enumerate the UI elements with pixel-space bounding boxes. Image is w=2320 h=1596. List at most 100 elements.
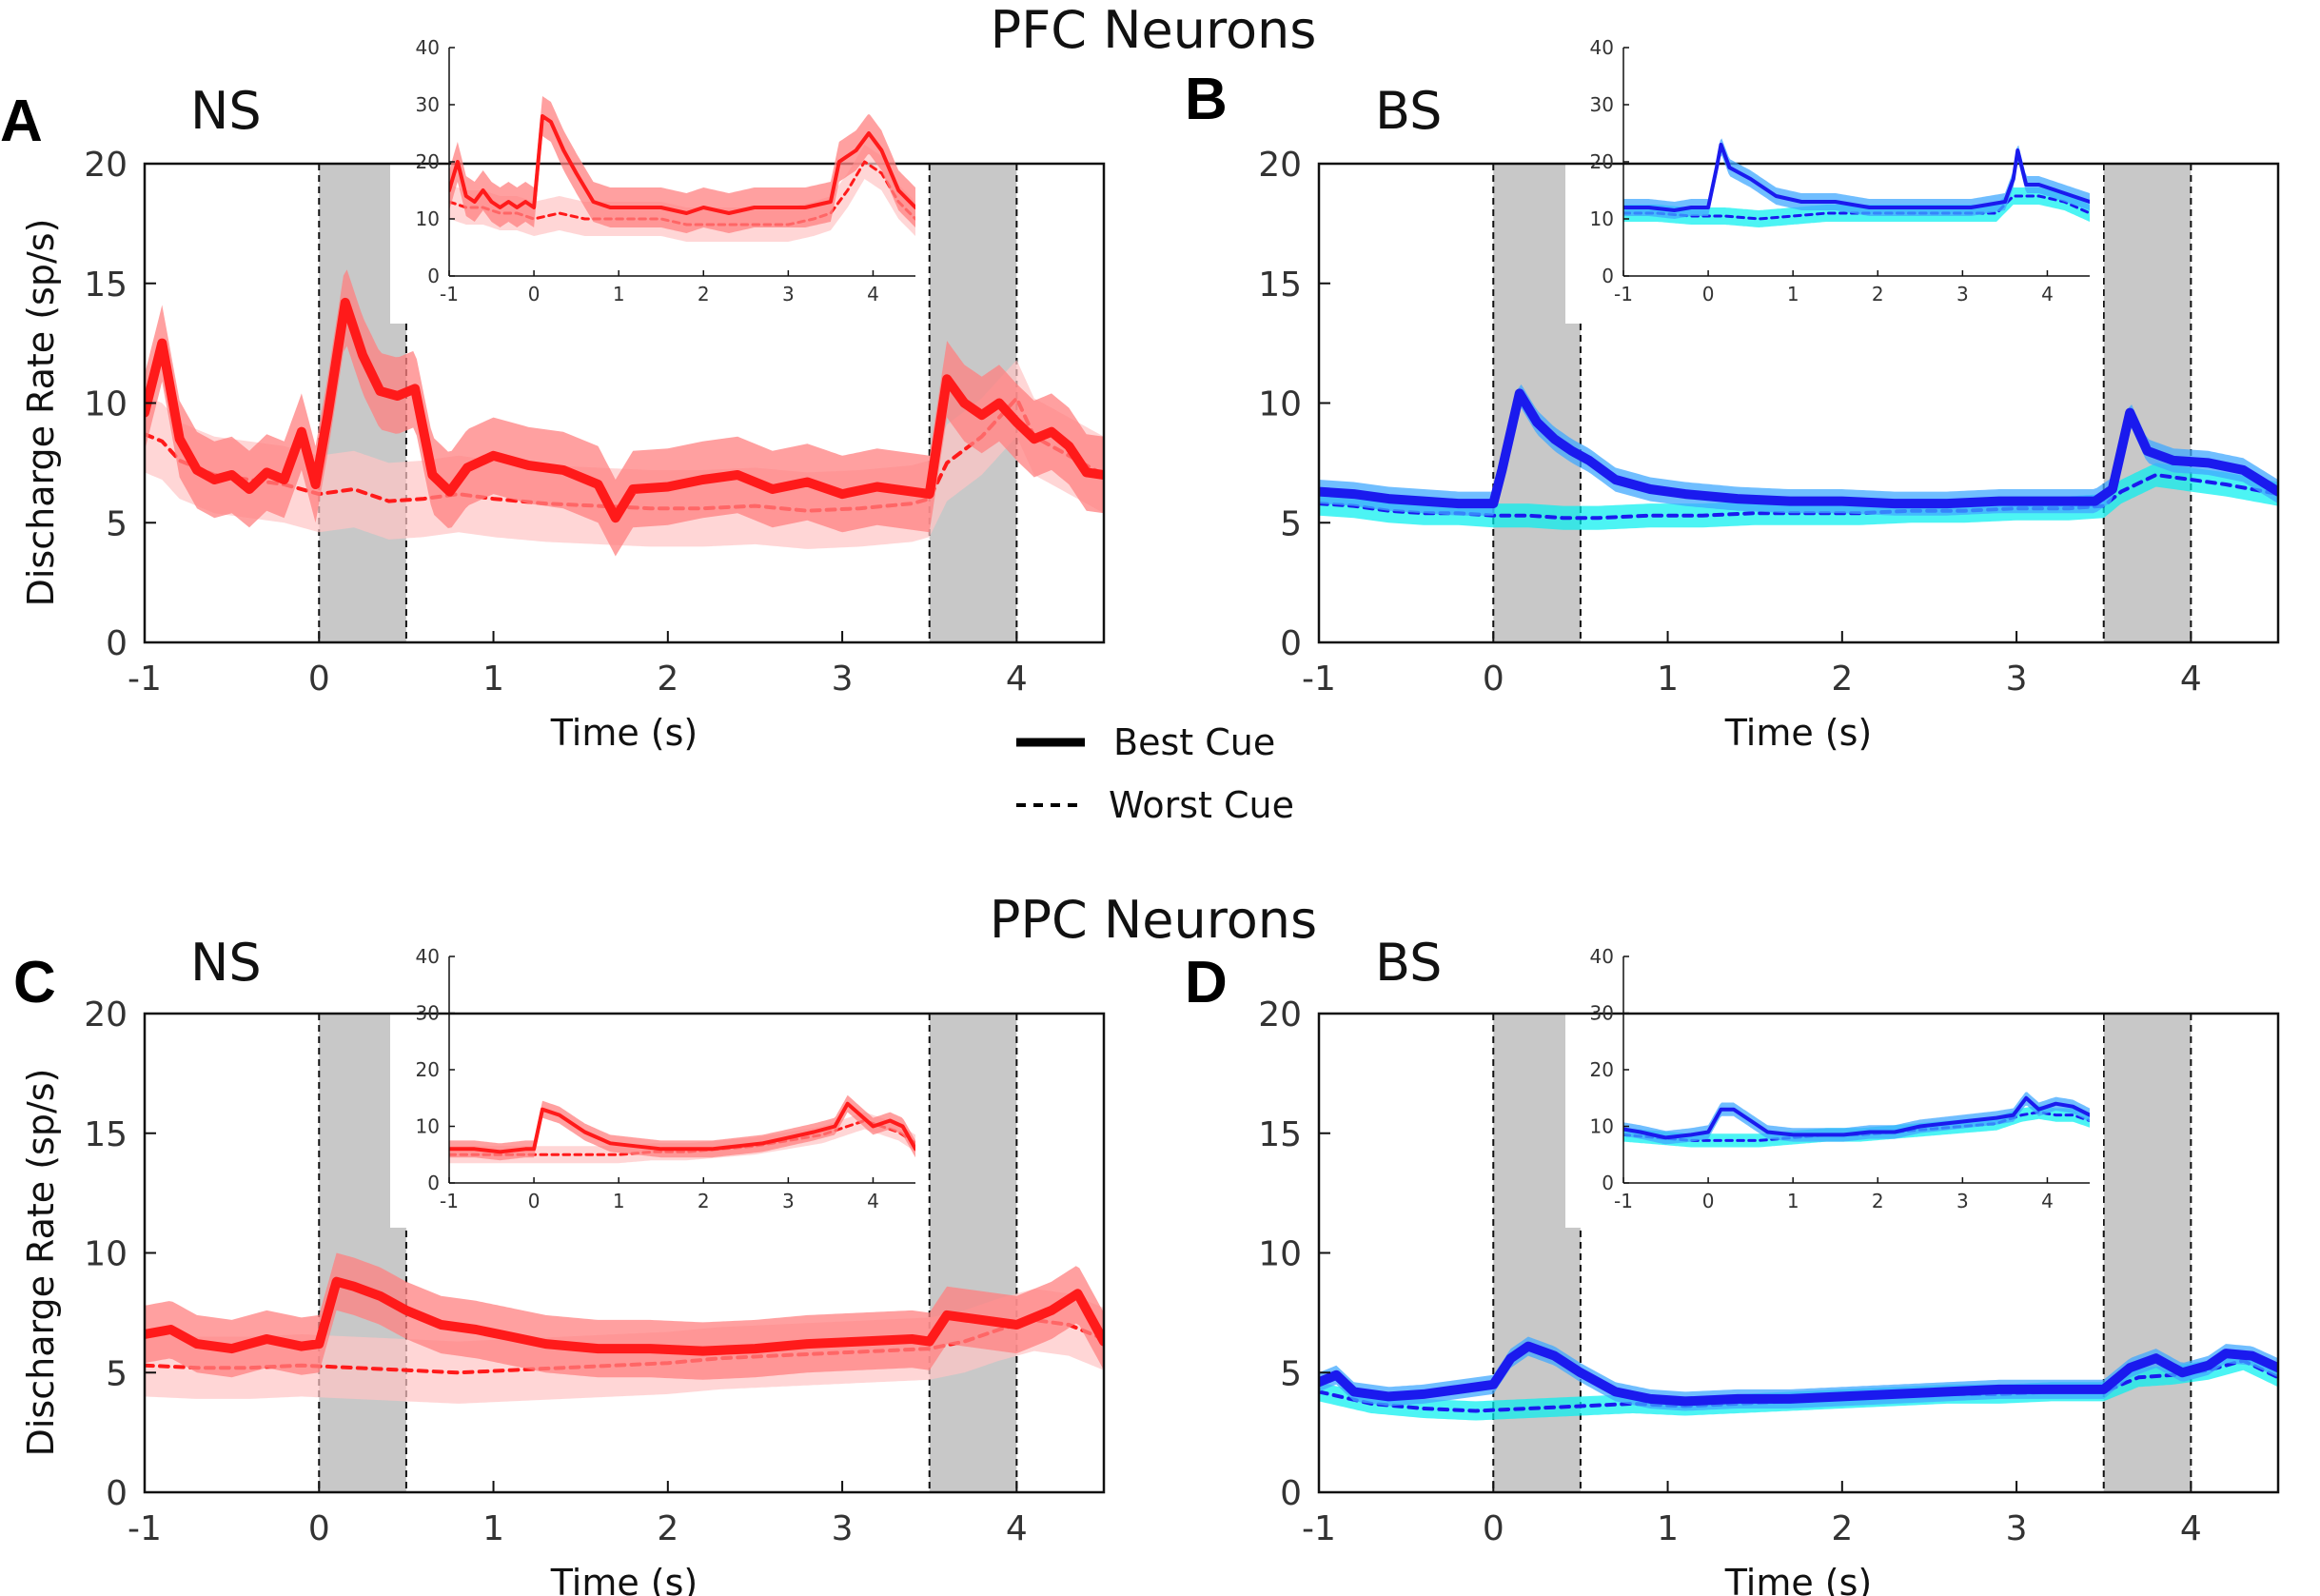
- panel-d-ytick-label-4: 20: [1258, 995, 1302, 1034]
- panel-c-inset-series-group: [449, 1094, 915, 1164]
- panel-c-inset-best-cue-band: [449, 1094, 915, 1161]
- panel-a-xtick-label-5: 4: [1006, 660, 1028, 699]
- panel-a-ytick-label-2: 10: [84, 385, 128, 424]
- panel-d-xtick-label-3: 2: [1831, 1509, 1853, 1548]
- panel-d-worst-cue-band: [1319, 1350, 2278, 1421]
- panel-a-inset-ytick-label-4: 40: [416, 36, 440, 59]
- panel-c-xtick-label-1: 0: [308, 1509, 330, 1548]
- panel-d-inset-ytick-label-3: 30: [1590, 1002, 1614, 1025]
- panel-a-xtick-label-3: 2: [657, 660, 678, 699]
- panel-c-ylabel: Discharge Rate (sp/s): [20, 1069, 62, 1457]
- panel-a-letter: A: [0, 89, 43, 154]
- panel-b-xtick-label-0: -1: [1302, 660, 1336, 699]
- panel-d-inset-xtick-label-1: 0: [1702, 1190, 1715, 1212]
- panel-b-xtick-label-1: 0: [1483, 660, 1504, 699]
- panel-d-ytick-label-3: 15: [1258, 1115, 1302, 1154]
- panel-a-inset-best-cue-line: [449, 114, 915, 215]
- panel-a-ytick-label-0: 0: [106, 624, 128, 663]
- panel-d-inset-xtick-label-4: 3: [1956, 1190, 1969, 1212]
- panel-b-letter: B: [1185, 67, 1228, 132]
- panel-c-xlabel: Time (s): [550, 1562, 698, 1596]
- panel-d-inset-best-cue-line: [1623, 1095, 2090, 1140]
- panel-d-inset-ytick-label-0: 0: [1602, 1172, 1614, 1194]
- panel-d-xlabel: Time (s): [1724, 1562, 1873, 1596]
- panel-b-inset-xtick-label-1: 0: [1702, 283, 1715, 305]
- panel-a-inset-xtick-label-4: 3: [782, 283, 795, 305]
- panel-c-inset-background: [390, 937, 928, 1228]
- panel-c-ytick-label-1: 5: [106, 1354, 128, 1393]
- legend-worst-label: Worst Cue: [1109, 784, 1294, 826]
- panel-b-inset-ytick-label-2: 20: [1590, 150, 1614, 173]
- section-title-pfc: PFC Neurons: [991, 0, 1317, 60]
- panel-b-inset-xtick-label-0: -1: [1614, 283, 1633, 305]
- legend-best-label: Best Cue: [1113, 721, 1275, 763]
- panel-c-ytick-label-3: 15: [84, 1115, 128, 1154]
- panel-d-inset-series-group: [1623, 1092, 2090, 1148]
- panel-d-ytick-label-1: 5: [1280, 1354, 1302, 1393]
- panel-b-inset-series-group: [1623, 138, 2090, 227]
- panel-c-ytick-label-0: 0: [106, 1474, 128, 1513]
- legend: Best Cue Worst Cue: [1016, 721, 1294, 826]
- panel-a-ylabel: Discharge Rate (sp/s): [20, 219, 62, 607]
- panel-b-ytick-label-0: 0: [1280, 624, 1302, 663]
- panel-d-xtick-label-2: 1: [1657, 1509, 1679, 1548]
- panel-c-inset-xtick-label-2: 1: [613, 1190, 625, 1212]
- panel-a-best-cue-line: [145, 297, 1104, 523]
- panel-b-ytick-label-1: 5: [1280, 504, 1302, 543]
- panel-d-ytick-label-2: 10: [1258, 1235, 1302, 1274]
- panel-c-inset-xtick-label-0: -1: [440, 1190, 459, 1212]
- panel-b-label: BS: [1375, 81, 1442, 141]
- panel-c-inset-ytick-label-4: 40: [416, 945, 440, 968]
- panel-a-inset-ytick-label-2: 20: [416, 150, 440, 173]
- panel-b-series-group: [1319, 384, 2278, 530]
- panel-c-ytick-label-2: 10: [84, 1235, 128, 1274]
- panel-b-inset-best-cue-line: [1623, 143, 2090, 212]
- panel-a-ytick-label-4: 20: [84, 146, 128, 185]
- panel-d-letter: D: [1185, 950, 1228, 1015]
- panel-a-series-group: [145, 269, 1104, 557]
- panel-a-xlabel: Time (s): [550, 712, 698, 754]
- panel-c-xtick-label-5: 4: [1006, 1509, 1028, 1548]
- panel-d-xtick-label-5: 4: [2180, 1509, 2202, 1548]
- panel-c-epoch-shade-1: [929, 1014, 1017, 1492]
- panel-c-best-cue-line: [145, 1276, 1104, 1356]
- panel-b-epoch-shade-1: [2103, 164, 2192, 642]
- panel-b-xlabel: Time (s): [1724, 712, 1873, 754]
- panel-d-xtick-label-4: 3: [2006, 1509, 2028, 1548]
- panel-d-ytick-label-0: 0: [1280, 1474, 1302, 1513]
- panel-b-xtick-label-2: 1: [1657, 660, 1679, 699]
- panel-b-ytick-label-4: 20: [1258, 146, 1302, 185]
- panel-b-inset-ytick-label-4: 40: [1590, 36, 1614, 59]
- panel-d-best-cue-line: [1319, 1341, 2278, 1407]
- panel-b-inset-best-cue-band: [1623, 138, 2090, 219]
- panel-d-epoch-shade-1: [2103, 1014, 2192, 1492]
- panel-d-xtick-label-0: -1: [1302, 1509, 1336, 1548]
- panel-c-xtick-label-3: 2: [657, 1509, 678, 1548]
- panel-a-inset-best-cue-band: [449, 96, 915, 233]
- panel-a-inset-series-group: [449, 96, 915, 242]
- panel-c-inset-xtick-label-3: 2: [698, 1190, 710, 1212]
- panel-a-best-cue-band: [145, 269, 1104, 557]
- panel-c-inset-xtick-label-4: 3: [782, 1190, 795, 1212]
- panel-a-xtick-label-4: 3: [832, 660, 854, 699]
- panel-d-inset-xtick-label-5: 4: [2041, 1190, 2054, 1212]
- section-title-ppc: PPC Neurons: [990, 890, 1317, 950]
- panel-b-ytick-label-2: 10: [1258, 385, 1302, 424]
- panel-c-series-group: [145, 1252, 1104, 1404]
- panel-b-inset-xtick-label-5: 4: [2041, 283, 2054, 305]
- panel-a-ytick-label-3: 15: [84, 266, 128, 305]
- panel-d-inset-worst-cue-band: [1623, 1105, 2090, 1148]
- panel-c-inset-xtick-label-1: 0: [528, 1190, 541, 1212]
- panel-c-inset-ytick-label-2: 20: [416, 1058, 440, 1081]
- panel-a-inset-ytick-label-3: 30: [416, 93, 440, 116]
- panel-d-inset-xtick-label-3: 2: [1872, 1190, 1884, 1212]
- panel-b-inset-xtick-label-3: 2: [1872, 283, 1884, 305]
- panel-d-label: BS: [1375, 933, 1442, 993]
- panel-c-inset-ytick-label-3: 30: [416, 1002, 440, 1025]
- panel-c-xtick-label-2: 1: [482, 1509, 504, 1548]
- panel-c-inset-best-cue-line: [449, 1101, 915, 1154]
